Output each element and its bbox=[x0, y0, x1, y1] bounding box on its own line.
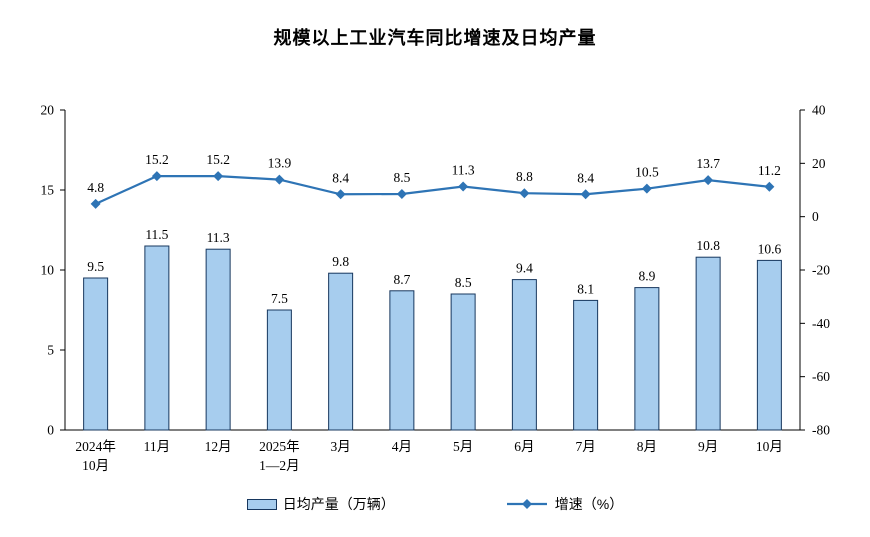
x-category-label: 5月 bbox=[453, 439, 473, 454]
line-marker bbox=[90, 198, 101, 209]
line-marker bbox=[458, 181, 469, 192]
left-axis-tick-label: 15 bbox=[41, 183, 55, 198]
right-axis-tick-label: -80 bbox=[812, 423, 830, 438]
legend-label-bar: 日均产量（万辆） bbox=[282, 496, 395, 512]
bar-value-label: 9.8 bbox=[332, 254, 349, 269]
right-axis-tick-label: 40 bbox=[812, 103, 826, 118]
legend-item-bar: 日均产量（万辆） bbox=[246, 494, 395, 514]
line-marker bbox=[396, 189, 407, 199]
line-value-label: 10.5 bbox=[635, 165, 659, 180]
bar-value-label: 8.5 bbox=[455, 275, 472, 290]
bar bbox=[144, 245, 170, 431]
bar bbox=[756, 259, 782, 431]
x-category-label: 9月 bbox=[698, 439, 718, 454]
legend-label-line: 增速（%） bbox=[554, 496, 624, 512]
line-value-label: 15.2 bbox=[206, 152, 230, 167]
right-axis-tick-label: 20 bbox=[812, 156, 826, 171]
line-value-label: 4.8 bbox=[87, 180, 104, 195]
bar-value-label: 8.1 bbox=[577, 281, 594, 296]
bar bbox=[266, 309, 292, 431]
line-value-label: 13.7 bbox=[696, 156, 720, 171]
line-swatch-icon bbox=[506, 499, 547, 509]
bar-value-label: 10.6 bbox=[758, 241, 782, 256]
x-category-label: 8月 bbox=[637, 439, 657, 454]
bar bbox=[695, 256, 721, 431]
line-value-label: 8.4 bbox=[332, 170, 349, 185]
bar-value-label: 10.8 bbox=[696, 238, 720, 253]
x-category-label: 6月 bbox=[514, 439, 534, 454]
bar bbox=[389, 290, 415, 431]
x-category-label: 4月 bbox=[392, 439, 412, 454]
line-value-label: 8.8 bbox=[516, 169, 533, 184]
line-marker bbox=[274, 174, 285, 185]
chart-canvas: 0 5 10 15 20 -80 -60 -40 -20 0 20 40 2024年 10月 11月 12月 2… bbox=[41, 103, 831, 474]
line-marker bbox=[213, 171, 224, 182]
line-marker bbox=[703, 175, 714, 186]
right-axis-tick-label: -20 bbox=[812, 263, 830, 278]
line-marker bbox=[580, 189, 591, 200]
legend-item-line: 增速（%） bbox=[505, 494, 623, 514]
bar-value-label: 9.5 bbox=[87, 259, 104, 274]
x-category-label: 11月 bbox=[144, 439, 171, 454]
x-category-label: 7月 bbox=[576, 439, 596, 454]
x-category-label: 1—2月 bbox=[259, 458, 300, 473]
x-category-label: 10月 bbox=[756, 439, 783, 454]
x-category-label: 2024年 bbox=[75, 439, 116, 454]
bar bbox=[450, 293, 476, 431]
bar bbox=[511, 279, 537, 431]
right-axis-tick-label: -40 bbox=[812, 316, 830, 331]
legend-line-marker bbox=[521, 499, 532, 509]
line-marker bbox=[764, 181, 775, 192]
bar-value-label: 8.7 bbox=[393, 272, 410, 287]
bar-swatch-icon bbox=[246, 498, 277, 510]
x-category-label: 10月 bbox=[82, 458, 109, 473]
line-value-label: 15.2 bbox=[145, 152, 169, 167]
trend-line bbox=[95, 175, 770, 205]
bar bbox=[83, 277, 109, 431]
right-axis-tick-label: 0 bbox=[812, 209, 819, 224]
chart-legend: 日均产量（万辆） 增速（%） bbox=[0, 494, 870, 514]
x-category-label: 12月 bbox=[205, 439, 232, 454]
bar bbox=[634, 287, 660, 431]
right-axis-tick-label: -60 bbox=[812, 369, 830, 384]
chart-title: 规模以上工业汽车同比增速及日均产量 bbox=[273, 28, 597, 48]
left-axis-tick-label: 5 bbox=[47, 343, 54, 358]
left-axis-tick-label: 10 bbox=[41, 263, 55, 278]
left-axis-tick-label: 20 bbox=[41, 103, 55, 118]
bar-value-label: 9.4 bbox=[516, 261, 533, 276]
line-value-label: 11.2 bbox=[758, 163, 781, 178]
line-value-label: 8.4 bbox=[577, 170, 594, 185]
bar bbox=[328, 272, 354, 431]
line-marker bbox=[335, 189, 346, 200]
bar-value-label: 7.5 bbox=[271, 291, 288, 306]
left-axis-tick-label: 0 bbox=[47, 423, 54, 438]
line-marker bbox=[641, 183, 652, 194]
bar-value-label: 8.9 bbox=[638, 269, 655, 284]
line-value-label: 8.5 bbox=[393, 170, 410, 185]
line-marker bbox=[151, 171, 162, 182]
line-marker bbox=[519, 188, 530, 199]
bar bbox=[205, 248, 231, 431]
line-value-label: 11.3 bbox=[452, 163, 475, 178]
bar-value-label: 11.3 bbox=[207, 230, 230, 245]
x-category-label: 3月 bbox=[331, 439, 351, 454]
bar-value-label: 11.5 bbox=[145, 227, 168, 242]
x-category-label: 2025年 bbox=[259, 439, 300, 454]
line-value-label: 13.9 bbox=[268, 156, 292, 171]
bar bbox=[573, 299, 599, 431]
